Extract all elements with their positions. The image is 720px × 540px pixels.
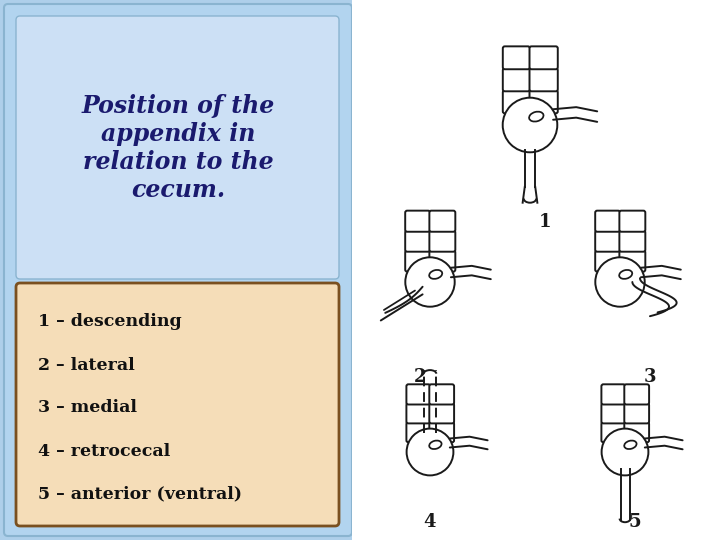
FancyBboxPatch shape (595, 231, 620, 252)
FancyBboxPatch shape (529, 46, 558, 69)
Circle shape (602, 429, 649, 475)
FancyBboxPatch shape (601, 422, 625, 442)
FancyBboxPatch shape (406, 384, 431, 404)
Text: 2 – lateral: 2 – lateral (38, 356, 135, 374)
FancyBboxPatch shape (619, 231, 645, 252)
FancyBboxPatch shape (595, 251, 620, 272)
FancyBboxPatch shape (503, 46, 530, 69)
FancyBboxPatch shape (406, 403, 431, 423)
FancyBboxPatch shape (503, 69, 530, 91)
Text: 3 – medial: 3 – medial (38, 400, 137, 416)
FancyBboxPatch shape (529, 90, 558, 113)
Text: 5 – anterior (ventral): 5 – anterior (ventral) (38, 485, 242, 503)
FancyBboxPatch shape (16, 16, 339, 279)
Ellipse shape (429, 441, 441, 449)
FancyBboxPatch shape (595, 211, 620, 232)
Ellipse shape (529, 112, 544, 122)
FancyBboxPatch shape (429, 422, 454, 442)
FancyBboxPatch shape (619, 251, 645, 272)
Text: 1 – descending: 1 – descending (38, 314, 181, 330)
FancyBboxPatch shape (429, 231, 455, 252)
Text: 3: 3 (644, 368, 656, 386)
FancyBboxPatch shape (601, 403, 625, 423)
Text: 2: 2 (414, 368, 426, 386)
Ellipse shape (619, 270, 632, 279)
Ellipse shape (624, 441, 636, 449)
FancyBboxPatch shape (429, 211, 455, 232)
Ellipse shape (429, 270, 442, 279)
FancyBboxPatch shape (406, 422, 431, 442)
FancyBboxPatch shape (405, 211, 430, 232)
Text: 1: 1 (539, 213, 552, 231)
FancyBboxPatch shape (429, 251, 455, 272)
FancyBboxPatch shape (429, 384, 454, 404)
Circle shape (503, 98, 557, 152)
Text: 4 – retrocecal: 4 – retrocecal (38, 442, 170, 460)
Circle shape (405, 257, 455, 307)
FancyBboxPatch shape (624, 403, 649, 423)
Bar (352, 0, 720, 540)
FancyBboxPatch shape (405, 231, 430, 252)
Text: 5: 5 (629, 513, 642, 531)
FancyBboxPatch shape (4, 4, 352, 536)
FancyBboxPatch shape (16, 283, 339, 526)
FancyBboxPatch shape (429, 403, 454, 423)
FancyBboxPatch shape (529, 69, 558, 91)
FancyBboxPatch shape (405, 251, 430, 272)
Text: 4: 4 (424, 513, 436, 531)
Text: Position of the
appendix in
relation to the
cecum.: Position of the appendix in relation to … (81, 94, 274, 202)
Circle shape (407, 429, 454, 475)
FancyBboxPatch shape (624, 422, 649, 442)
FancyBboxPatch shape (503, 90, 530, 113)
FancyBboxPatch shape (601, 384, 625, 404)
FancyBboxPatch shape (619, 211, 645, 232)
FancyBboxPatch shape (624, 384, 649, 404)
Circle shape (595, 257, 644, 307)
